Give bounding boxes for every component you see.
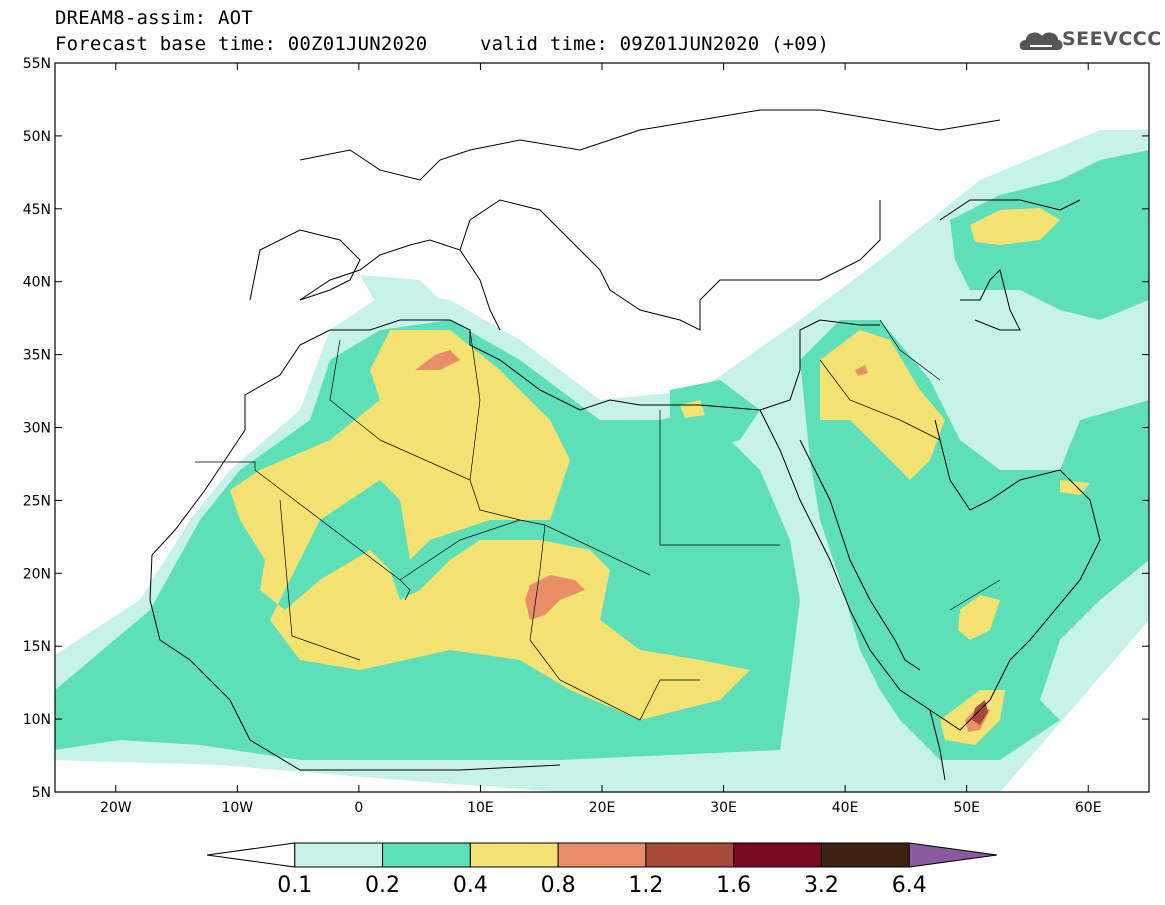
coastlines xyxy=(149,109,1101,781)
cloud-icon xyxy=(1019,32,1063,50)
lat-tick-label: 25N xyxy=(23,493,51,509)
colorbar-label: 1.6 xyxy=(716,873,751,898)
lon-tick-label: 30E xyxy=(710,800,737,816)
colorbar-label: 0.2 xyxy=(365,873,400,898)
colorbar-swatch xyxy=(645,842,735,868)
colorbar-swatch xyxy=(294,842,384,868)
base-time: Forecast base time: 00Z01JUN2020 xyxy=(55,33,428,55)
colorbar-swatch xyxy=(733,842,822,868)
colorbar-label: 3.2 xyxy=(804,873,839,898)
longitude-axis: 20W 10W 0 10E 20E 30E 40E 50E 60E xyxy=(100,63,1102,816)
lat-tick-label: 15N xyxy=(23,639,51,655)
base-time-line: Forecast base time: 00Z01JUN2020 valid ti… xyxy=(55,33,829,55)
lon-tick-label: 10W xyxy=(221,800,253,816)
colorbar-swatch xyxy=(382,842,471,868)
aot-level-0.4 xyxy=(230,330,750,720)
chart-title: DREAM8-assim: AOT xyxy=(55,7,253,29)
seevccc-logo: SEEVCCC xyxy=(1062,28,1162,50)
lon-tick-label: 40E xyxy=(832,800,859,816)
colorbar-label: 1.2 xyxy=(628,873,663,898)
lat-tick-label: 45N xyxy=(23,202,51,218)
lon-tick-label: 20E xyxy=(589,800,616,816)
colorbar-label: 0.4 xyxy=(453,873,488,898)
aot-level-0.8 xyxy=(525,575,585,620)
latitude-axis: 55N 50N 45N 40N 35N 30N 25N 20N 15N 10N 5N xyxy=(23,56,1149,801)
aot-field xyxy=(55,130,1149,792)
colorbar-label: 6.4 xyxy=(892,873,927,898)
lat-tick-label: 55N xyxy=(23,56,51,72)
colorbar-swatch xyxy=(908,842,998,868)
valid-time: valid time: 09Z01JUN2020 (+09) xyxy=(480,33,830,55)
lat-tick-label: 35N xyxy=(23,348,51,364)
borders xyxy=(195,319,1001,721)
colorbar-swatch xyxy=(820,842,910,868)
lon-tick-label: 0 xyxy=(354,800,363,816)
lat-tick-label: 40N xyxy=(23,275,51,291)
lat-tick-label: 30N xyxy=(23,421,51,437)
lon-tick-label: 20W xyxy=(100,800,132,816)
lat-tick-label: 50N xyxy=(23,129,51,145)
lat-tick-label: 20N xyxy=(23,566,51,582)
colorbar-swatch xyxy=(206,842,296,868)
colorbar: 0.1 0.2 0.4 0.8 1.2 1.6 3.2 6.4 xyxy=(206,842,998,898)
colorbar-label: 0.1 xyxy=(277,873,312,898)
lat-tick-label: 5N xyxy=(32,785,51,801)
lon-tick-label: 50E xyxy=(953,800,980,816)
lat-tick-label: 10N xyxy=(23,712,51,728)
colorbar-label: 0.8 xyxy=(541,873,576,898)
lon-tick-label: 10E xyxy=(467,800,494,816)
colorbar-swatch xyxy=(469,842,559,868)
colorbar-swatch xyxy=(557,842,647,868)
lon-tick-label: 60E xyxy=(1075,800,1102,816)
